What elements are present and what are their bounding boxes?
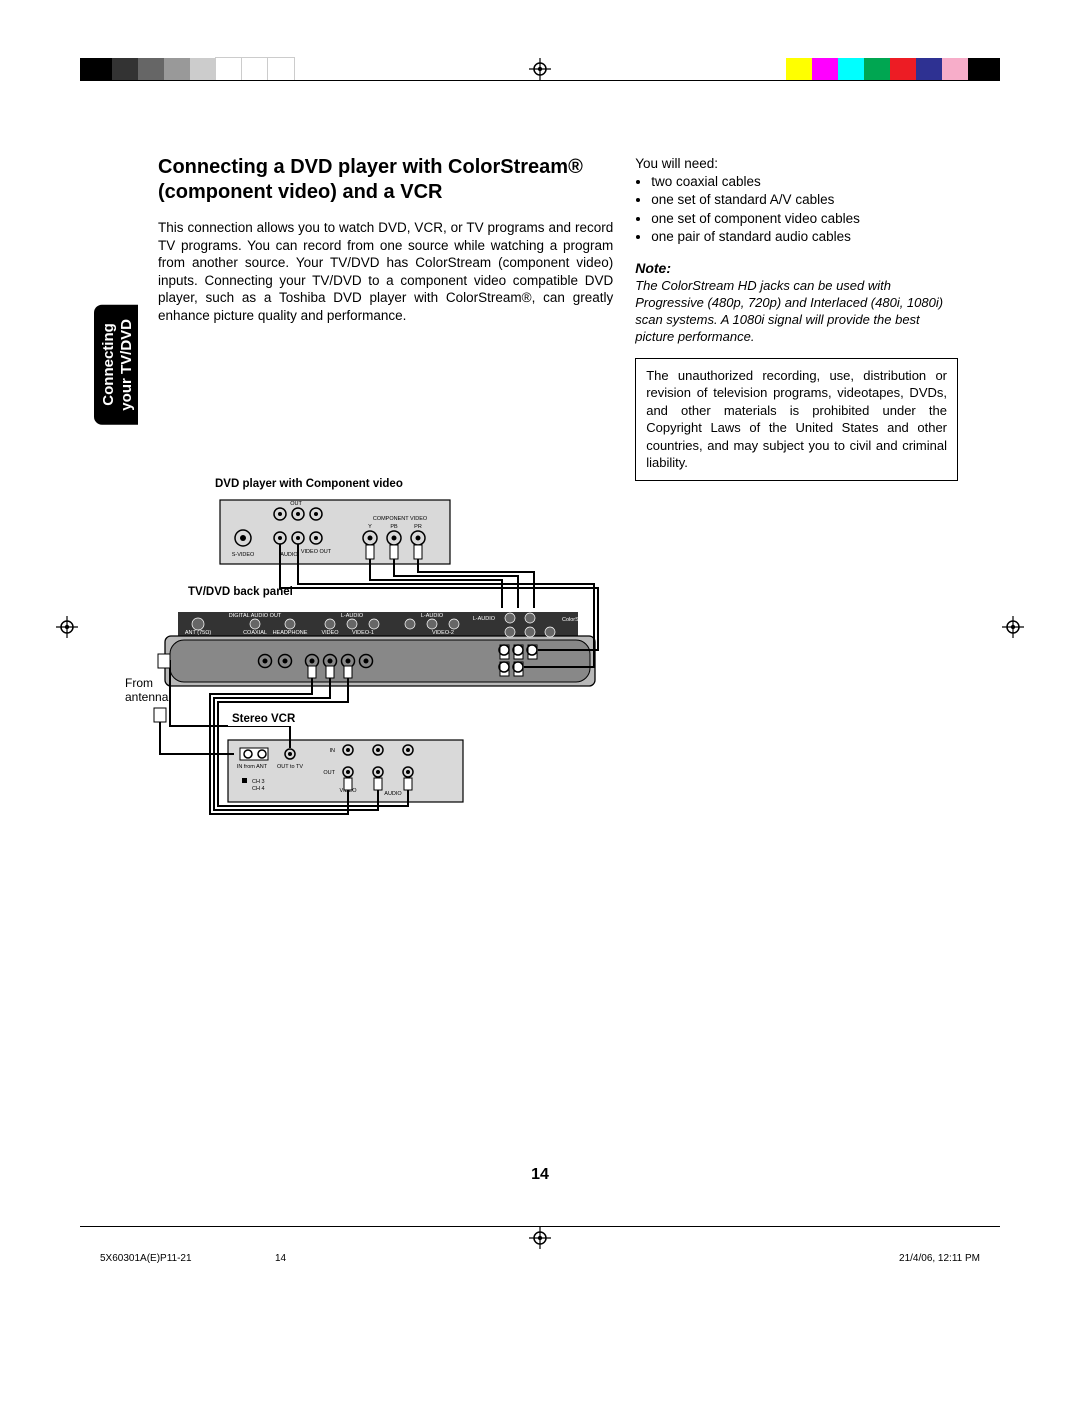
svg-text:S-VIDEO: S-VIDEO: [232, 552, 255, 558]
needs-item: one set of component video cables: [651, 210, 958, 228]
svg-text:OUT: OUT: [323, 770, 335, 776]
dvd-player-label: DVD player with Component video: [215, 478, 650, 490]
section-tab-line1: Connecting: [100, 324, 117, 407]
legal-notice: The unauthorized recording, use, distrib…: [635, 358, 958, 481]
svg-text:AUDIO: AUDIO: [384, 791, 402, 797]
crop-line-top: [80, 80, 1000, 81]
needs-item: two coaxial cables: [651, 173, 958, 191]
svg-text:IN: IN: [330, 748, 336, 754]
diagram-svg: S-VIDEO OUT AUDIO VIDEO OUT COMPONENT VI…: [130, 490, 650, 840]
svg-text:L-AUDIO: L-AUDIO: [473, 616, 496, 622]
svg-text:VIDEO: VIDEO: [321, 630, 339, 636]
svg-text:IN from ANT: IN from ANT: [237, 764, 268, 770]
section-tab: Connecting your TV/DVD: [94, 305, 138, 425]
from-antenna-label: From antenna: [125, 676, 168, 705]
needs-intro: You will need:: [635, 155, 958, 173]
svg-text:CH 4: CH 4: [252, 786, 265, 792]
svg-text:AUDIO: AUDIO: [280, 552, 298, 558]
svg-text:PR: PR: [414, 524, 422, 530]
svg-text:DIGITAL AUDIO OUT: DIGITAL AUDIO OUT: [229, 613, 282, 619]
connection-diagram: DVD player with Component video S-VIDEO …: [130, 478, 650, 845]
needs-item: one pair of standard audio cables: [651, 228, 958, 246]
color-bar-left: [80, 58, 294, 80]
needs-item: one set of standard A/V cables: [651, 191, 958, 209]
footer-doc-id: 5X60301A(E)P11-21: [100, 1253, 192, 1264]
svg-text:VIDEO-2: VIDEO-2: [432, 630, 454, 636]
intro-paragraph: This connection allows you to watch DVD,…: [158, 219, 613, 324]
footer-page: 14: [275, 1253, 286, 1264]
svg-text:Y: Y: [368, 524, 372, 530]
svg-text:VIDEO OUT: VIDEO OUT: [301, 549, 332, 555]
needs-list: You will need: two coaxial cablesone set…: [635, 155, 958, 246]
page-title: Connecting a DVD player with ColorStream…: [158, 155, 613, 205]
color-bar-right: [786, 58, 1000, 80]
svg-text:VIDEO-1: VIDEO-1: [352, 630, 374, 636]
svg-text:L-AUDIO: L-AUDIO: [341, 613, 364, 619]
svg-text:OUT to TV: OUT to TV: [277, 764, 303, 770]
registration-mark-top: [529, 58, 551, 80]
registration-mark-left: [56, 616, 78, 638]
svg-text:COAXIAL: COAXIAL: [243, 630, 267, 636]
svg-text:PB: PB: [390, 524, 398, 530]
svg-text:L-AUDIO: L-AUDIO: [421, 613, 444, 619]
note-heading: Note:: [635, 260, 958, 276]
svg-text:ColorStream HD: ColorStream HD: [562, 617, 602, 623]
print-footer: 5X60301A(E)P11-21 14 21/4/06, 12:11 PM: [100, 1253, 980, 1264]
footer-timestamp: 21/4/06, 12:11 PM: [899, 1253, 980, 1264]
vcr-label: Stereo VCR: [228, 712, 299, 726]
svg-text:ANT (75Ω): ANT (75Ω): [185, 630, 211, 636]
section-tab-line2: your TV/DVD: [118, 319, 135, 411]
registration-mark-right: [1002, 616, 1024, 638]
svg-text:OUT: OUT: [290, 501, 302, 507]
svg-text:CH 3: CH 3: [252, 779, 265, 785]
svg-text:COMPONENT VIDEO: COMPONENT VIDEO: [373, 516, 428, 522]
crop-line-bottom: [80, 1226, 1000, 1227]
svg-text:HEADPHONE: HEADPHONE: [273, 630, 308, 636]
registration-mark-bottom: [529, 1227, 551, 1249]
tv-panel-label: TV/DVD back panel: [188, 586, 293, 598]
page-number: 14: [0, 1166, 1080, 1184]
note-body: The ColorStream HD jacks can be used wit…: [635, 278, 958, 346]
